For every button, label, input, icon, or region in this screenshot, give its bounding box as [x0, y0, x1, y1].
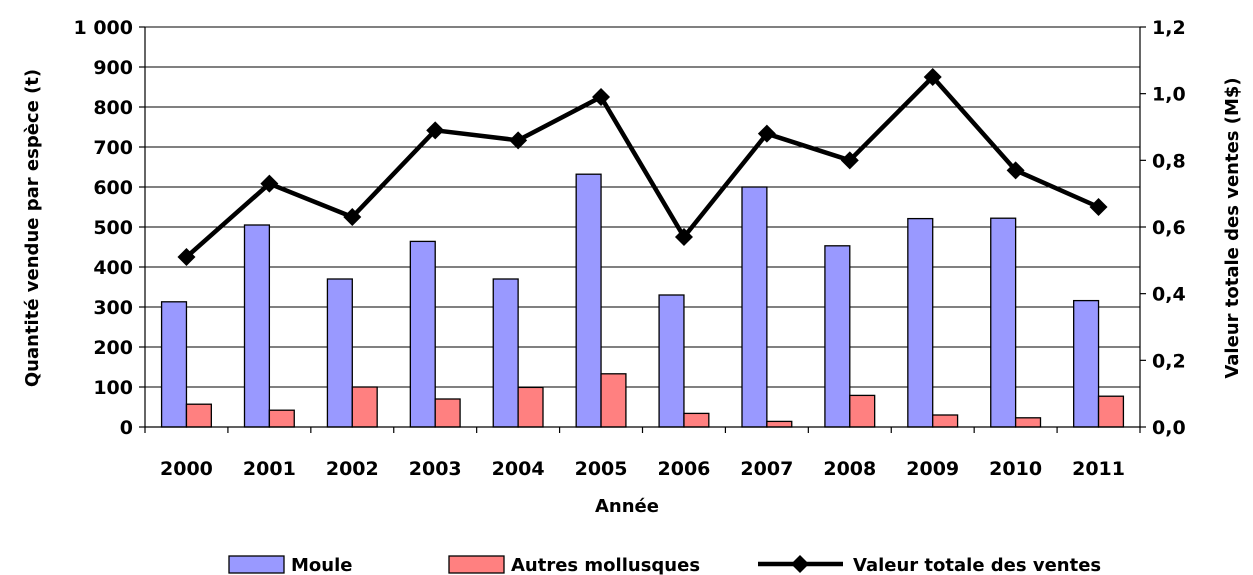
bar-moule [1073, 299, 1100, 428]
bar-moule [160, 301, 188, 428]
line-point [177, 248, 196, 266]
bar-moule [243, 224, 271, 428]
x-tick-label: 2011 [1072, 458, 1125, 480]
bar-moule [492, 278, 519, 428]
bar-moule [907, 217, 934, 428]
y-left-tick-label: 500 [93, 217, 133, 239]
y-left-tick-label: 400 [93, 257, 133, 279]
x-tick-label: 2004 [492, 458, 545, 480]
line-point [426, 121, 445, 140]
y-left-tick-label: 100 [93, 377, 133, 399]
line-point [1089, 198, 1108, 216]
bar-moule [741, 186, 768, 428]
y-left-tick-label: 300 [93, 297, 133, 319]
line-point [260, 174, 279, 193]
x-tick-label: 2006 [658, 458, 711, 480]
line-point [343, 208, 362, 226]
x-tick-label: 2005 [575, 458, 628, 480]
gridlines [145, 26, 1140, 388]
line-point [509, 131, 528, 150]
x-tick-label: 2003 [409, 458, 462, 480]
x-tick-label: 2010 [989, 458, 1042, 480]
y-right-tick-label: 0,6 [1152, 217, 1186, 239]
line-point [923, 68, 942, 86]
line-point [757, 124, 776, 143]
bar-autres-mollusques [849, 394, 876, 428]
y-right-tick-label: 0,4 [1152, 284, 1186, 306]
bar-autres-mollusques [434, 398, 461, 428]
y-left-tick-label: 1 000 [74, 17, 134, 39]
y-right-tick-label: 0,0 [1152, 417, 1186, 439]
x-tick-label: 2009 [906, 458, 959, 480]
legend-label-autres: Autres mollusques [511, 555, 700, 575]
bar-moule [824, 245, 851, 428]
y-left-tick-label: 200 [93, 337, 133, 359]
y-axis-right-title: Valeur totale des ventes (M$) [1222, 77, 1243, 378]
bar-autres-mollusques [517, 386, 544, 428]
y-left-tick-label: 900 [93, 57, 133, 79]
legend-label-moule: Moule [291, 555, 352, 575]
y-right-tick-label: 1,2 [1152, 17, 1186, 39]
bar-moule [409, 240, 436, 428]
legend-label-valeur: Valeur totale des ventes [853, 555, 1101, 575]
bar-autres-mollusques [683, 412, 710, 428]
bar-autres-mollusques [268, 409, 295, 428]
legend-swatch-autres [448, 555, 505, 574]
y-right-tick-label: 0,8 [1152, 150, 1186, 172]
tick-labels: 0 100 200 300 400 500 600 700 800 900 1 000 0,0 0,2 0… [74, 17, 1186, 480]
y-left-tick-label: 0 [120, 417, 133, 439]
bar-moule [990, 217, 1017, 428]
bar-moule [326, 278, 353, 428]
y-left-tick-label: 700 [93, 137, 133, 159]
legend-swatch-moule [228, 555, 285, 574]
legend-marker-valeur [791, 555, 809, 573]
bar-autres-mollusques [600, 373, 627, 428]
line-series [177, 68, 1108, 266]
y-left-tick-label: 600 [93, 177, 133, 199]
bar-autres-mollusques [932, 414, 959, 428]
axes [139, 26, 1146, 433]
y-left-tick-label: 800 [93, 97, 133, 119]
y-right-tick-label: 1,0 [1152, 84, 1186, 106]
x-tick-label: 2000 [160, 458, 213, 480]
bars [160, 173, 1125, 428]
y-axis-left-title: Quantité vendue par espèce (t) [22, 69, 43, 387]
line-point [840, 151, 859, 170]
x-tick-label: 2007 [740, 458, 793, 480]
x-tick-label: 2002 [326, 458, 379, 480]
bar-autres-mollusques [1097, 395, 1125, 428]
line-point [674, 228, 693, 246]
bar-moule [658, 294, 685, 428]
bar-autres-mollusques [185, 403, 212, 428]
bar-moule [575, 173, 602, 428]
line-valeur-totale [185, 74, 1100, 259]
legend: Moule Autres mollusques Valeur totale de… [228, 555, 1101, 575]
x-tick-label: 2001 [243, 458, 296, 480]
line-point [1006, 161, 1025, 180]
x-axis-title: Année [595, 496, 659, 517]
bar-autres-mollusques [766, 420, 793, 428]
y-right-tick-label: 0,2 [1152, 350, 1186, 372]
x-tick-label: 2008 [823, 458, 876, 480]
bar-autres-mollusques [351, 386, 378, 428]
bar-autres-mollusques [1014, 417, 1042, 428]
line-point [592, 88, 611, 106]
